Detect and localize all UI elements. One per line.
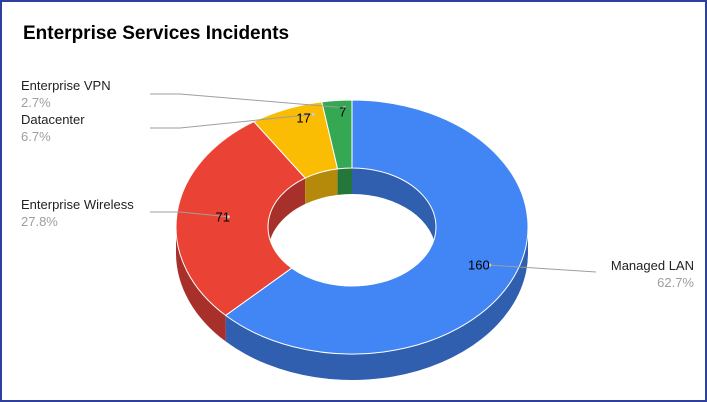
leader-line-enterprise-wireless: [150, 211, 229, 218]
slice-percent-enterprise-vpn: 2.7%: [21, 95, 51, 110]
slice-enterprise-vpn[interactable]: [321, 99, 353, 170]
slice-enterprise-wireless[interactable]: [175, 120, 306, 317]
slice-label-enterprise-wireless: Enterprise Wireless: [21, 197, 134, 212]
chart-title: Enterprise Services Incidents: [23, 23, 290, 44]
value-label-enterprise-wireless: 71: [215, 209, 229, 224]
slice-percent-datacenter: 6.7%: [21, 129, 51, 144]
value-label-managed-lan: 160: [468, 257, 490, 272]
slice-inner-wall-enterprise-wireless: [268, 178, 306, 253]
slice-inner-wall-managed-lan: [352, 168, 436, 253]
value-label-datacenter: 17: [296, 111, 310, 126]
slice-side-enterprise-wireless: [176, 227, 226, 342]
slice-managed-lan[interactable]: [224, 99, 529, 355]
leader-line-managed-lan: [489, 264, 597, 273]
leader-dot-enterprise-vpn: [342, 106, 346, 110]
leader-line-datacenter: [150, 113, 314, 129]
slice-percent-enterprise-wireless: 27.8%: [21, 214, 58, 229]
leader-dot-datacenter: [311, 112, 315, 116]
slice-label-enterprise-vpn: Enterprise VPN: [21, 78, 111, 93]
slice-label-datacenter: Datacenter: [21, 112, 85, 127]
leader-line-enterprise-vpn: [150, 93, 345, 109]
leader-dot-managed-lan: [488, 263, 492, 267]
slice-percent-managed-lan: 62.7%: [657, 275, 694, 290]
leader-dot-enterprise-wireless: [226, 215, 230, 219]
slice-inner-wall-datacenter: [305, 168, 338, 205]
slice-inner-wall-enterprise-vpn: [337, 168, 352, 195]
value-label-enterprise-vpn: 7: [339, 104, 346, 119]
slice-label-managed-lan: Managed LAN: [611, 258, 694, 273]
slice-side-managed-lan: [225, 227, 528, 380]
